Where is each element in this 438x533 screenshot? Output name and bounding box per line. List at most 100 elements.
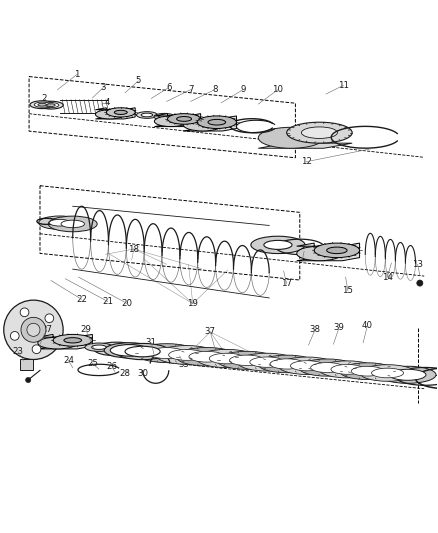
Ellipse shape: [197, 116, 237, 128]
Bar: [20, 359, 33, 370]
Text: 2: 2: [42, 94, 47, 103]
Ellipse shape: [85, 343, 113, 351]
Ellipse shape: [217, 351, 277, 369]
Ellipse shape: [290, 361, 324, 371]
Ellipse shape: [209, 353, 244, 364]
Ellipse shape: [39, 216, 81, 229]
Text: 7: 7: [188, 85, 193, 94]
Text: 40: 40: [362, 321, 373, 330]
Text: 17: 17: [281, 279, 292, 288]
Text: 21: 21: [102, 297, 113, 306]
Ellipse shape: [371, 368, 403, 378]
Ellipse shape: [95, 110, 124, 119]
Circle shape: [417, 280, 423, 286]
Circle shape: [45, 314, 54, 322]
Polygon shape: [297, 243, 360, 261]
Text: 20: 20: [122, 299, 133, 308]
Ellipse shape: [331, 365, 364, 374]
Ellipse shape: [64, 337, 81, 343]
Ellipse shape: [92, 345, 106, 350]
Ellipse shape: [230, 355, 265, 366]
Text: 29: 29: [81, 325, 91, 334]
Ellipse shape: [125, 346, 160, 357]
Ellipse shape: [264, 240, 292, 249]
Ellipse shape: [237, 353, 297, 371]
Ellipse shape: [327, 247, 347, 254]
Ellipse shape: [270, 359, 304, 369]
Ellipse shape: [39, 101, 63, 109]
Text: 35: 35: [179, 360, 190, 369]
Ellipse shape: [159, 115, 170, 118]
Ellipse shape: [339, 363, 396, 379]
Ellipse shape: [169, 350, 205, 360]
Ellipse shape: [155, 345, 218, 364]
Ellipse shape: [137, 111, 157, 118]
Ellipse shape: [106, 108, 135, 117]
Text: 6: 6: [166, 83, 172, 92]
Ellipse shape: [389, 369, 426, 380]
Text: 24: 24: [63, 356, 74, 365]
Ellipse shape: [94, 342, 139, 356]
Circle shape: [20, 308, 29, 317]
Ellipse shape: [21, 317, 46, 342]
Ellipse shape: [314, 243, 360, 257]
Text: 14: 14: [381, 273, 392, 282]
Polygon shape: [154, 114, 201, 127]
Ellipse shape: [61, 220, 85, 228]
Ellipse shape: [141, 113, 153, 117]
Circle shape: [32, 345, 41, 353]
Circle shape: [4, 300, 63, 359]
Text: 1: 1: [74, 70, 80, 79]
Text: 5: 5: [135, 76, 141, 85]
Ellipse shape: [301, 127, 337, 139]
Circle shape: [25, 377, 31, 383]
Ellipse shape: [110, 344, 149, 356]
Ellipse shape: [167, 114, 201, 124]
Text: 11: 11: [338, 81, 349, 90]
Ellipse shape: [351, 366, 384, 376]
Ellipse shape: [176, 348, 237, 366]
Ellipse shape: [148, 348, 185, 359]
Polygon shape: [38, 334, 92, 349]
Polygon shape: [183, 116, 237, 131]
Ellipse shape: [135, 344, 198, 362]
Text: 12: 12: [301, 157, 312, 166]
Text: 37: 37: [205, 327, 216, 336]
Ellipse shape: [48, 216, 97, 232]
Ellipse shape: [30, 101, 54, 109]
Text: 30: 30: [137, 369, 148, 378]
Ellipse shape: [278, 357, 336, 375]
Ellipse shape: [258, 355, 316, 373]
Text: 15: 15: [343, 286, 353, 295]
Text: 13: 13: [412, 260, 423, 269]
Ellipse shape: [114, 110, 127, 115]
Ellipse shape: [104, 343, 155, 358]
Text: 28: 28: [120, 369, 131, 378]
Text: 10: 10: [272, 85, 283, 94]
Ellipse shape: [251, 236, 305, 254]
Ellipse shape: [197, 350, 257, 368]
Ellipse shape: [319, 361, 376, 378]
Ellipse shape: [311, 362, 344, 373]
Text: 9: 9: [240, 85, 246, 94]
Polygon shape: [95, 108, 135, 119]
Ellipse shape: [208, 119, 226, 125]
Ellipse shape: [38, 337, 77, 349]
Text: 38: 38: [310, 325, 321, 334]
Ellipse shape: [27, 324, 40, 336]
Text: 27: 27: [41, 325, 52, 334]
Text: 25: 25: [87, 359, 98, 368]
Ellipse shape: [258, 127, 324, 148]
Ellipse shape: [177, 117, 191, 122]
Ellipse shape: [189, 351, 225, 362]
Text: 4: 4: [105, 98, 110, 107]
Circle shape: [11, 332, 19, 340]
Ellipse shape: [34, 102, 50, 107]
Ellipse shape: [38, 103, 46, 106]
Ellipse shape: [105, 345, 128, 352]
Ellipse shape: [379, 366, 436, 383]
Ellipse shape: [183, 118, 223, 131]
Ellipse shape: [154, 114, 175, 120]
Text: 26: 26: [106, 362, 117, 372]
Text: 16: 16: [299, 247, 310, 256]
